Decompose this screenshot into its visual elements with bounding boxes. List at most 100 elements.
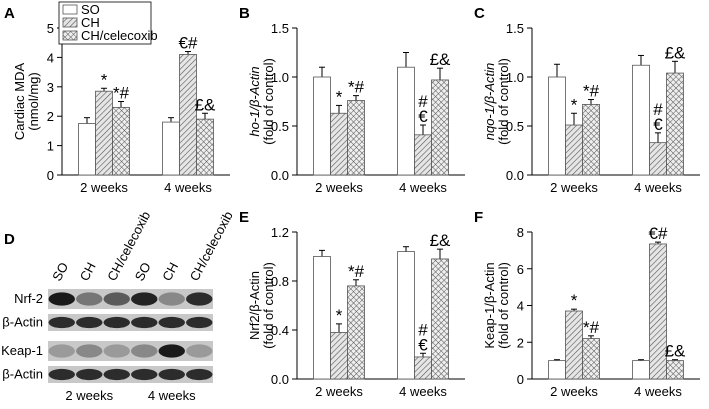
blot-band bbox=[131, 368, 158, 381]
y-tick-label: 0.0 bbox=[271, 372, 289, 387]
y-axis-label: ho-1/β-Actin bbox=[247, 66, 262, 136]
bar bbox=[565, 124, 583, 176]
panel-label: B bbox=[239, 5, 250, 22]
bar bbox=[414, 356, 432, 380]
significance-label: # bbox=[418, 320, 428, 339]
blot-band bbox=[186, 316, 213, 329]
bar bbox=[162, 121, 180, 176]
significance-label: * bbox=[336, 87, 343, 106]
y-tick-label: 0.0 bbox=[506, 168, 524, 183]
y-axis-label: Keap-1/β-Actin bbox=[482, 262, 497, 348]
y-tick-label: 4 bbox=[517, 299, 524, 314]
group-label: 4 weeks bbox=[148, 388, 196, 403]
significance-label: € bbox=[653, 115, 663, 134]
y-tick-label: 1.5 bbox=[506, 21, 524, 36]
significance-label: # bbox=[653, 100, 663, 119]
bar bbox=[397, 251, 415, 380]
blot-band bbox=[76, 292, 103, 306]
blot-band bbox=[131, 292, 158, 306]
significance-label: £& bbox=[665, 342, 686, 361]
y-tick-label: 4 bbox=[47, 50, 54, 65]
y-tick-label: 1.5 bbox=[271, 21, 289, 36]
bar bbox=[330, 112, 348, 176]
y-tick-label: 1 bbox=[47, 139, 54, 154]
significance-label: *# bbox=[583, 318, 600, 337]
y-tick-label: 3 bbox=[47, 80, 54, 95]
bar bbox=[78, 123, 96, 176]
bar bbox=[313, 76, 331, 176]
y-tick-label: 1.0 bbox=[271, 70, 289, 85]
bar bbox=[548, 76, 566, 176]
x-tick-label: 2 weeks bbox=[550, 384, 598, 399]
significance-label: €# bbox=[649, 224, 668, 243]
x-tick-label: 2 weeks bbox=[315, 384, 363, 399]
x-tick-label: 4 weeks bbox=[634, 384, 682, 399]
y-tick-label: 0.5 bbox=[271, 119, 289, 134]
significance-label: €# bbox=[179, 34, 198, 53]
x-tick-label: 2 weeks bbox=[80, 180, 128, 195]
bar bbox=[582, 104, 600, 176]
x-tick-label: 2 weeks bbox=[315, 180, 363, 195]
significance-label: # bbox=[418, 92, 428, 111]
panel-label: D bbox=[4, 231, 15, 248]
bar bbox=[565, 310, 583, 380]
significance-label: *# bbox=[348, 78, 365, 97]
legend-label: SO bbox=[81, 2, 100, 17]
significance-label: * bbox=[101, 70, 108, 89]
blot-band bbox=[186, 344, 213, 358]
y-axis-label: (fold of control) bbox=[496, 58, 511, 145]
blot-band bbox=[48, 368, 75, 381]
panel-label: C bbox=[474, 5, 485, 22]
bar bbox=[112, 106, 130, 176]
bar bbox=[582, 338, 600, 380]
legend-swatch bbox=[62, 17, 78, 28]
bar bbox=[179, 54, 197, 176]
row-label: Nrf-2 bbox=[14, 291, 43, 306]
blot-band bbox=[158, 368, 185, 381]
panel-label: E bbox=[239, 209, 249, 226]
x-tick-label: 2 weeks bbox=[550, 180, 598, 195]
blot-band bbox=[48, 316, 75, 329]
y-tick-label: 8 bbox=[517, 225, 524, 240]
row-label: β-Actin bbox=[2, 315, 43, 330]
x-tick-label: 4 weeks bbox=[399, 180, 447, 195]
bar bbox=[330, 332, 348, 380]
bar bbox=[414, 134, 432, 176]
bar bbox=[347, 100, 365, 176]
y-tick-label: 0.8 bbox=[271, 274, 289, 289]
blot-band bbox=[76, 316, 103, 329]
x-tick-label: 4 weeks bbox=[634, 180, 682, 195]
blot-band bbox=[186, 368, 213, 381]
blot-band bbox=[103, 368, 130, 381]
bar bbox=[431, 79, 449, 176]
blot-band bbox=[103, 316, 130, 329]
y-tick-label: 2 bbox=[517, 335, 524, 350]
y-tick-label: 0.5 bbox=[506, 119, 524, 134]
significance-label: *# bbox=[113, 84, 130, 103]
lane-label: CH bbox=[159, 260, 181, 284]
x-tick-label: 4 weeks bbox=[164, 180, 212, 195]
lane-label: CH/celecoxib bbox=[187, 209, 236, 284]
row-label: β-Actin bbox=[2, 367, 43, 382]
bar bbox=[196, 118, 214, 176]
significance-label: £& bbox=[430, 50, 451, 69]
blot-band bbox=[158, 344, 185, 358]
blot-band bbox=[131, 344, 158, 358]
y-axis-label: (nmol/mg) bbox=[26, 72, 41, 131]
legend-swatch bbox=[62, 30, 78, 41]
x-tick-label: 4 weeks bbox=[399, 384, 447, 399]
y-axis-label: (fold of control) bbox=[496, 262, 511, 349]
bar bbox=[313, 256, 331, 380]
panel-label: A bbox=[4, 5, 15, 22]
y-tick-label: 0.0 bbox=[271, 168, 289, 183]
blot-band bbox=[131, 316, 158, 329]
bar bbox=[632, 64, 650, 176]
y-tick-label: 5 bbox=[47, 21, 54, 36]
bar bbox=[347, 285, 365, 380]
blot-band bbox=[76, 368, 103, 381]
significance-label: £& bbox=[195, 95, 216, 114]
row-label: Keap-1 bbox=[1, 343, 43, 358]
y-tick-label: 1.0 bbox=[506, 70, 524, 85]
y-tick-label: 0.4 bbox=[271, 323, 289, 338]
blot-band bbox=[186, 292, 213, 306]
